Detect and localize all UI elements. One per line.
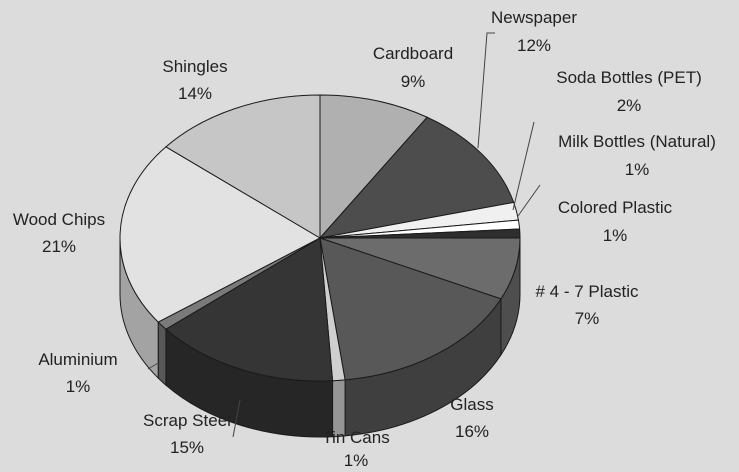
label-aluminium: Aluminium — [38, 350, 117, 369]
value-milk-bottles-natural: 1% — [625, 160, 650, 179]
value-colored-plastic: 1% — [603, 226, 628, 245]
value-soda-bottles-pet: 2% — [617, 96, 642, 115]
leader-lines — [147, 32, 541, 438]
label-cardboard: Cardboard — [373, 44, 453, 63]
pie-top-faces — [119, 94, 521, 382]
slice-labels: Cardboard 9% Newspaper 12% Soda Bottles (PET… — [13, 8, 716, 470]
value-aluminium: 1% — [66, 377, 91, 396]
label-tin-cans: Tin Cans — [322, 428, 389, 447]
label-4-7-plastic: # 4 - 7 Plastic — [536, 282, 639, 301]
label-glass: Glass — [450, 395, 493, 414]
slice-newspaper — [318, 116, 515, 239]
value-scrap-steel: 15% — [170, 438, 204, 457]
label-shingles: Shingles — [162, 57, 227, 76]
leader-aluminium — [147, 361, 161, 370]
slice-scrap-steel — [165, 237, 334, 382]
value-4-7-plastic: 7% — [575, 309, 600, 328]
slice-cardboard — [319, 94, 428, 240]
slice-shingles — [165, 94, 321, 239]
slice-glass — [319, 237, 502, 381]
label-newspaper: Newspaper — [491, 8, 577, 27]
value-newspaper: 12% — [517, 36, 551, 55]
slice-wood-chips — [119, 146, 322, 323]
value-wood-chips: 21% — [42, 237, 76, 256]
label-wood-chips: Wood Chips — [13, 210, 105, 229]
leader-newspaper — [477, 32, 495, 149]
leader-milk-bottles — [517, 184, 541, 217]
leader-scrap-steel — [232, 399, 241, 438]
label-colored-plastic: Colored Plastic — [558, 198, 673, 217]
label-soda-bottles-pet: Soda Bottles (PET) — [556, 68, 702, 87]
value-shingles: 14% — [178, 84, 212, 103]
value-cardboard: 9% — [401, 72, 426, 91]
label-scrap-steel: Scrap Steel — [143, 411, 231, 430]
label-milk-bottles-natural: Milk Bottles (Natural) — [558, 132, 716, 151]
leader-soda-bottles — [512, 121, 535, 211]
side-wall-aluminium — [157, 320, 167, 387]
value-glass: 16% — [455, 422, 489, 441]
value-tin-cans: 1% — [344, 451, 369, 470]
